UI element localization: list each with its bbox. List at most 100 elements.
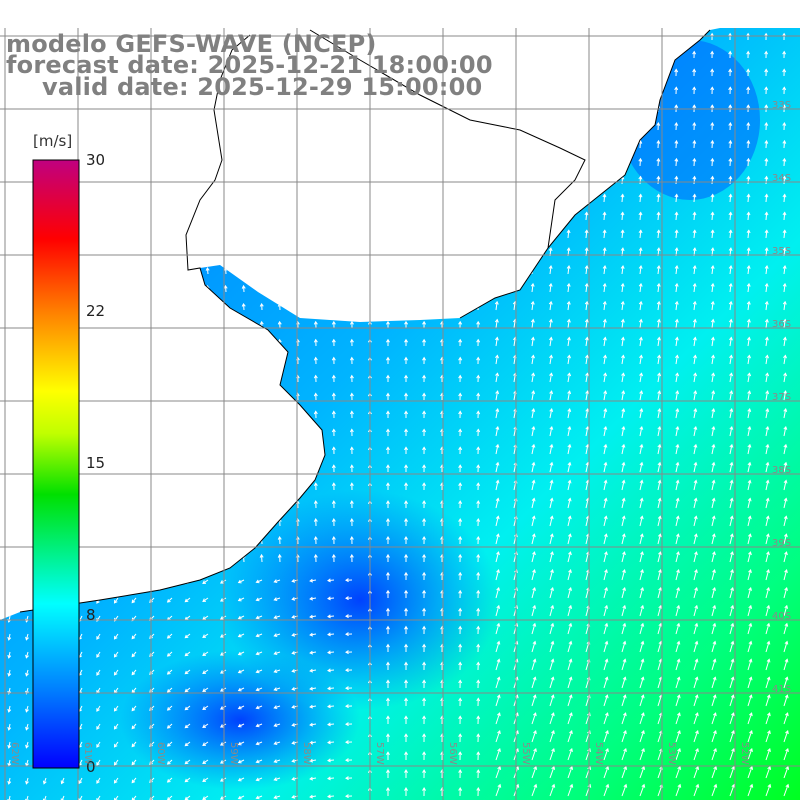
wind-arrow-head <box>25 482 30 487</box>
wind-arrow-head <box>694 586 698 591</box>
wind-arrow-head <box>223 464 228 469</box>
wind-arrow-head <box>640 569 644 574</box>
wind-arrow-head <box>550 640 555 645</box>
wind-arrow <box>621 426 625 437</box>
wind-arrow <box>603 730 609 743</box>
wind-arrow-head <box>568 569 572 574</box>
wind-arrow <box>80 447 83 455</box>
wind-arrow-head <box>713 765 718 770</box>
wind-arrow-head <box>605 783 610 788</box>
wind-arrow-head <box>530 229 535 234</box>
wind-arrow-head <box>309 722 314 727</box>
wind-arrow <box>167 579 173 585</box>
wind-arrow <box>783 319 786 329</box>
wind-arrow <box>243 518 245 527</box>
wind-arrow-head <box>241 302 246 307</box>
wind-arrow <box>585 176 588 185</box>
wind-arrow-head <box>692 193 697 198</box>
wind-arrow <box>495 319 498 329</box>
wind-arrow <box>567 194 570 203</box>
wind-arrow <box>531 534 535 545</box>
wind-arrow <box>225 214 227 221</box>
wind-arrow <box>657 140 659 149</box>
wind-arrow <box>152 160 155 167</box>
wind-arrow <box>585 337 588 347</box>
wind-arrow-head <box>113 707 118 712</box>
wind-arrow <box>80 357 83 365</box>
wind-arrow <box>585 355 588 365</box>
wind-arrow <box>729 391 733 401</box>
wind-arrow <box>134 124 137 131</box>
latitude-label: 37S <box>772 392 792 403</box>
wind-arrow-head <box>694 569 698 574</box>
wind-arrow <box>274 651 281 655</box>
wind-arrow-head <box>97 410 102 415</box>
wind-arrow-head <box>657 372 662 377</box>
wind-arrow-head <box>277 428 282 433</box>
wind-arrow-head <box>277 141 282 146</box>
wind-arrow-head <box>291 740 296 745</box>
wind-arrow-head <box>404 159 409 164</box>
wind-arrow <box>711 641 716 653</box>
wind-arrow-head <box>764 193 769 198</box>
wind-arrow <box>729 695 734 707</box>
wind-arrow-head <box>291 776 296 781</box>
wind-arrow <box>134 196 137 203</box>
wind-arrow <box>98 178 101 185</box>
wind-arrow-head <box>746 157 751 162</box>
wind-arrow-head <box>620 50 625 55</box>
wind-arrow-head <box>584 139 589 144</box>
latitude-label: 36S <box>772 319 792 330</box>
wind-arrow <box>657 677 662 689</box>
wind-arrow-head <box>7 141 12 146</box>
wind-arrow-head <box>764 300 769 305</box>
wind-arrow-head <box>273 669 278 673</box>
wind-arrow-head <box>349 302 354 307</box>
wind-arrow <box>152 501 155 509</box>
wind-arrow <box>675 373 678 383</box>
wind-arrow-head <box>584 68 589 73</box>
wind-arrow <box>116 357 119 365</box>
wind-arrow <box>639 659 644 671</box>
wind-arrow <box>603 194 606 203</box>
wind-arrow-head <box>693 443 698 448</box>
wind-arrow <box>585 587 590 599</box>
wind-arrow <box>711 677 716 689</box>
wind-arrow <box>783 641 788 653</box>
wind-arrow <box>495 641 500 653</box>
wind-arrow <box>152 142 155 149</box>
wind-arrow-head <box>496 622 501 627</box>
wind-arrow <box>621 194 624 203</box>
latitude-label: 33S <box>772 100 792 111</box>
wind-arrow <box>621 301 624 311</box>
wind-arrow-head <box>151 500 156 505</box>
wind-arrow-head <box>166 635 171 639</box>
wind-arrow <box>495 516 499 527</box>
wind-arrow-head <box>422 410 427 415</box>
wind-arrow-head <box>620 193 625 198</box>
wind-arrow <box>693 659 698 671</box>
wind-arrow <box>116 303 119 311</box>
wind-arrow <box>783 766 789 779</box>
wind-arrow-head <box>656 122 661 126</box>
wind-arrow-head <box>620 318 625 323</box>
wind-arrow-head <box>25 446 30 451</box>
wind-arrow <box>26 375 29 383</box>
wind-arrow-head <box>531 336 535 341</box>
wind-arrow <box>621 480 625 491</box>
wind-arrow-head <box>219 724 224 728</box>
wind-arrow-head <box>766 551 770 556</box>
wind-arrow-head <box>712 622 717 627</box>
wind-arrow <box>243 447 245 455</box>
wind-arrow <box>8 178 11 185</box>
wind-arrow <box>202 759 209 764</box>
wind-arrow-head <box>151 267 156 272</box>
wind-arrow-head <box>458 446 463 451</box>
wind-arrow <box>78 759 83 766</box>
wind-arrow-head <box>658 586 662 591</box>
wind-arrow-head <box>255 741 260 746</box>
wind-arrow <box>585 373 588 383</box>
wind-arrow-head <box>327 704 331 709</box>
wind-arrow-head <box>531 515 536 520</box>
wind-arrow-head <box>97 500 102 505</box>
